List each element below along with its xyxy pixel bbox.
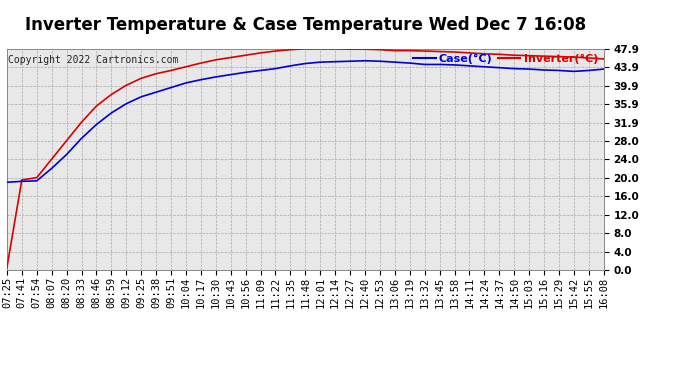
Legend: Case(°C), Inverter(°C): Case(°C), Inverter(°C)	[413, 54, 598, 64]
Text: Inverter Temperature & Case Temperature Wed Dec 7 16:08: Inverter Temperature & Case Temperature …	[25, 16, 586, 34]
Text: Copyright 2022 Cartronics.com: Copyright 2022 Cartronics.com	[8, 56, 179, 65]
